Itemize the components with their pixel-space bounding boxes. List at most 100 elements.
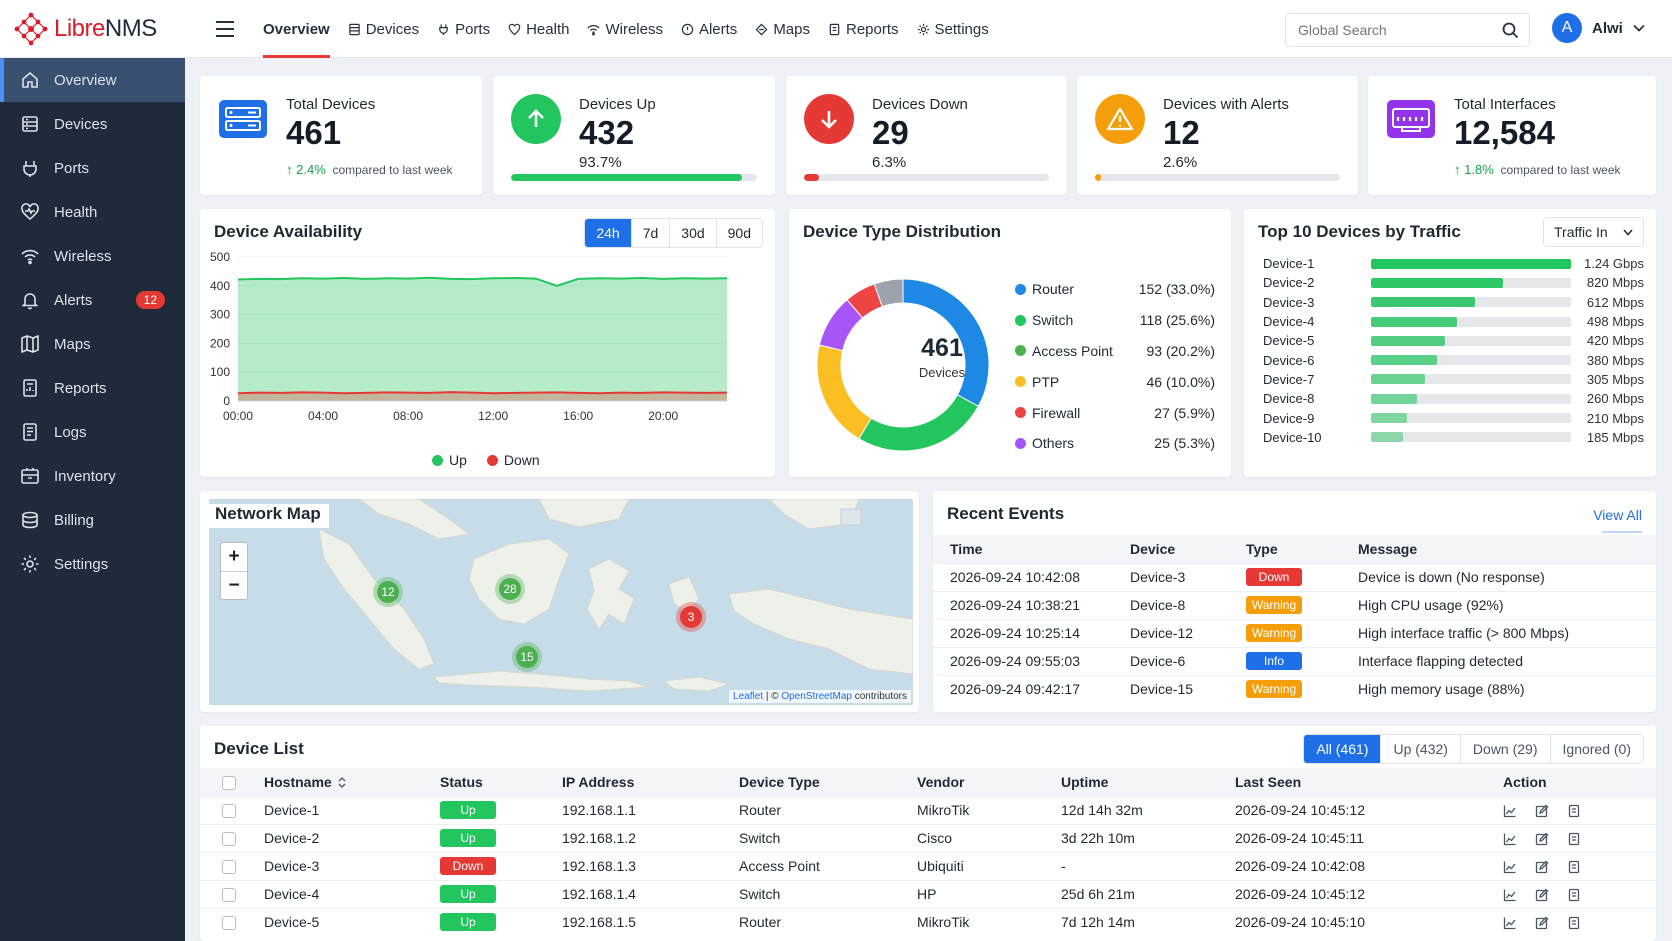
donut-slice-others[interactable] (873, 278, 904, 308)
notes-icon[interactable] (1567, 916, 1581, 930)
graph-icon[interactable] (1503, 888, 1517, 902)
stat-devices-up[interactable]: Devices Up 432 93.7% (493, 76, 775, 195)
col-device[interactable]: Device (1113, 535, 1229, 563)
cluster-marker[interactable]: 28 (494, 573, 526, 605)
traffic-row[interactable]: Device-7 305 Mbps (1263, 370, 1644, 389)
graph-icon[interactable] (1503, 860, 1517, 874)
cluster-marker[interactable]: 15 (511, 641, 543, 673)
network-map[interactable]: + − 12 28 3 15 Leaflet | © OpenStreetMap… (209, 499, 913, 705)
table-row[interactable]: Device-2 Up 192.168.1.2 Switch Cisco 3d 22h 1… (200, 823, 1656, 852)
edit-icon[interactable] (1535, 832, 1549, 846)
stat-devices-with-alerts[interactable]: Devices with Alerts 12 2.6% (1077, 76, 1358, 195)
tab-reports[interactable]: Reports (828, 0, 899, 58)
menu-toggle-icon[interactable] (215, 20, 235, 38)
sidebar-item-alerts[interactable]: Alerts 12 (0, 278, 185, 322)
sidebar-item-logs[interactable]: Logs (0, 410, 185, 454)
table-row[interactable]: Device-4 Up 192.168.1.4 Switch HP 25d 6h 21m 2… (200, 879, 1656, 908)
table-row[interactable]: Device-1 Up 192.168.1.1 Router MikroTik 12d 1… (200, 795, 1656, 824)
col-time[interactable]: Time (933, 535, 1113, 563)
filter-ignored-button[interactable]: Ignored (0) (1549, 735, 1643, 763)
stat-total-devices[interactable]: Total Devices 461 ↑ 2.4% compared to las… (200, 76, 482, 195)
notes-icon[interactable] (1567, 888, 1581, 902)
cluster-marker[interactable]: 3 (675, 601, 707, 633)
traffic-row[interactable]: Device-5 420 Mbps (1263, 331, 1644, 350)
tab-maps[interactable]: Maps (755, 0, 810, 58)
col-message[interactable]: Message (1341, 535, 1656, 563)
traffic-row[interactable]: Device-3 612 Mbps (1263, 293, 1644, 312)
graph-icon[interactable] (1503, 832, 1517, 846)
view-all-link[interactable]: View All (1593, 507, 1642, 523)
stat-devices-down[interactable]: Devices Down 29 6.3% (786, 76, 1067, 195)
sidebar-item-billing[interactable]: Billing (0, 498, 185, 542)
col-last-seen[interactable]: Last Seen (1235, 768, 1503, 796)
traffic-direction-select[interactable]: Traffic In (1543, 217, 1644, 247)
leaflet-link[interactable]: Leaflet (733, 691, 764, 702)
legend-item[interactable]: Access Point 93 (20.2%) (1015, 336, 1215, 367)
row-checkbox[interactable] (222, 916, 236, 931)
graph-icon[interactable] (1503, 804, 1517, 818)
tab-wireless[interactable]: Wireless (587, 0, 663, 58)
select-all-checkbox[interactable] (222, 775, 236, 790)
row-checkbox[interactable] (222, 832, 236, 847)
sort-icon[interactable] (338, 776, 346, 788)
row-checkbox[interactable] (222, 860, 236, 875)
col-status[interactable]: Status (440, 768, 562, 796)
event-device[interactable]: Device-8 (1113, 590, 1229, 619)
edit-icon[interactable] (1535, 916, 1549, 930)
legend-item-up[interactable]: Up (432, 452, 467, 468)
traffic-row[interactable]: Device-2 820 Mbps (1263, 273, 1644, 292)
filter-up-button[interactable]: Up (432) (1380, 735, 1460, 763)
edit-icon[interactable] (1535, 888, 1549, 902)
tab-alerts[interactable]: Alerts (681, 0, 737, 58)
table-row[interactable]: Device-5 Up 192.168.1.5 Router MikroTik 7d 12… (200, 907, 1656, 936)
sidebar-item-devices[interactable]: Devices (0, 102, 185, 146)
table-row[interactable]: 2026-09-24 10:25:14 Device-12 Warning High … (933, 618, 1656, 647)
event-device[interactable]: Device-12 (1113, 618, 1229, 647)
edit-icon[interactable] (1535, 804, 1549, 818)
tab-devices[interactable]: Devices (348, 0, 419, 58)
legend-item[interactable]: PTP 46 (10.0%) (1015, 366, 1215, 397)
traffic-row[interactable]: Device-10 185 Mbps (1263, 428, 1644, 447)
device-hostname[interactable]: Device-5 (264, 907, 440, 936)
col-vendor[interactable]: Vendor (917, 768, 1061, 796)
search-icon[interactable] (1502, 22, 1519, 39)
row-checkbox[interactable] (222, 804, 236, 819)
sidebar-item-ports[interactable]: Ports (0, 146, 185, 190)
row-checkbox[interactable] (222, 888, 236, 903)
range-30d-button[interactable]: 30d (669, 219, 716, 247)
device-hostname[interactable]: Device-3 (264, 851, 440, 880)
global-search-input[interactable] (1286, 14, 1486, 46)
col-hostname[interactable]: Hostname (264, 768, 440, 796)
table-row[interactable]: 2026-09-24 09:42:17 Device-15 Warning High … (933, 674, 1656, 703)
col-device-type[interactable]: Device Type (739, 768, 917, 796)
brand[interactable]: LibreNMS (0, 0, 185, 58)
zoom-out-button[interactable]: − (221, 571, 247, 599)
sidebar-item-health[interactable]: Health (0, 190, 185, 234)
donut-slice-access-point[interactable] (816, 344, 872, 440)
tab-health[interactable]: Health (508, 0, 569, 58)
zoom-in-button[interactable]: + (228, 546, 240, 567)
user-menu[interactable]: A Alwi (1552, 13, 1645, 43)
device-hostname[interactable]: Device-4 (264, 879, 440, 908)
table-row[interactable]: 2026-09-24 09:55:03 Device-6 Info Interface… (933, 646, 1656, 675)
notes-icon[interactable] (1567, 860, 1581, 874)
tab-overview[interactable]: Overview (263, 0, 330, 58)
table-row[interactable]: 2026-09-24 10:42:08 Device-3 Down Device is… (933, 562, 1656, 591)
notes-icon[interactable] (1567, 832, 1581, 846)
device-hostname[interactable]: Device-2 (264, 823, 440, 852)
traffic-row[interactable]: Device-8 260 Mbps (1263, 389, 1644, 408)
edit-icon[interactable] (1535, 860, 1549, 874)
range-90d-button[interactable]: 90d (715, 219, 762, 247)
graph-icon[interactable] (1503, 916, 1517, 930)
legend-item[interactable]: Others 25 (5.3%) (1015, 428, 1215, 459)
sidebar-item-settings[interactable]: Settings (0, 542, 185, 586)
donut-slice-switch[interactable] (858, 394, 980, 452)
cluster-marker[interactable]: 12 (372, 576, 404, 608)
event-device[interactable]: Device-15 (1113, 674, 1229, 703)
legend-item[interactable]: Firewall 27 (5.9%) (1015, 397, 1215, 428)
traffic-row[interactable]: Device-6 380 Mbps (1263, 350, 1644, 369)
device-hostname[interactable]: Device-1 (264, 795, 440, 824)
notes-icon[interactable] (1567, 804, 1581, 818)
col-ip-address[interactable]: IP Address (562, 768, 739, 796)
table-row[interactable]: 2026-09-24 10:38:21 Device-8 Warning High C… (933, 590, 1656, 619)
